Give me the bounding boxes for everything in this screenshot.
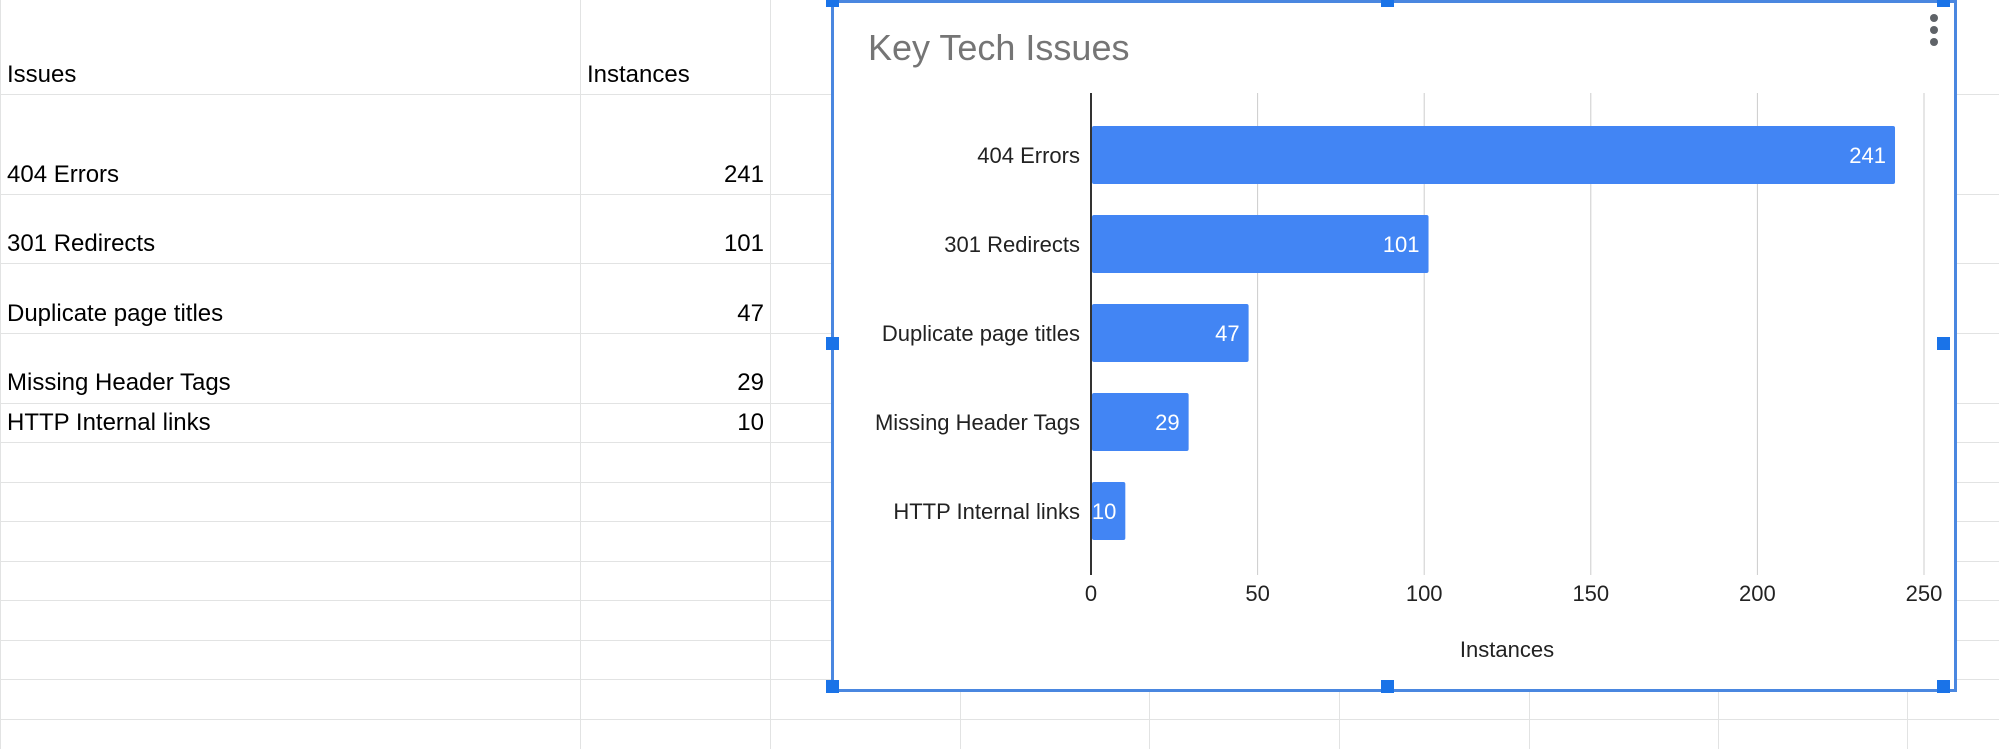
data-label: 10 bbox=[1092, 499, 1116, 524]
cell-count[interactable]: 47 bbox=[737, 300, 764, 327]
data-label: 101 bbox=[1383, 232, 1420, 257]
bar bbox=[1092, 482, 1126, 540]
category-label: HTTP Internal links bbox=[893, 499, 1080, 524]
bar bbox=[1092, 126, 1896, 184]
cell-count[interactable]: 241 bbox=[723, 161, 764, 188]
x-tick-label: 250 bbox=[1906, 581, 1943, 606]
header-cell-issues[interactable]: Issues bbox=[7, 61, 77, 88]
cell-issue[interactable]: 404 Errors bbox=[7, 161, 120, 188]
grid-line bbox=[580, 0, 581, 749]
header-cell-instances[interactable]: Instances bbox=[587, 61, 690, 88]
category-label: 301 Redirects bbox=[944, 232, 1080, 257]
resize-handle-bottom-right[interactable] bbox=[1937, 680, 1950, 693]
resize-handle-right[interactable] bbox=[1937, 337, 1950, 350]
data-label: 241 bbox=[1849, 143, 1886, 168]
cell-count[interactable]: 29 bbox=[737, 369, 764, 396]
x-tick-label: 200 bbox=[1739, 581, 1776, 606]
chart-title: Key Tech Issues bbox=[868, 27, 1130, 68]
more-vertical-icon[interactable] bbox=[1924, 13, 1944, 47]
cell-issue[interactable]: HTTP Internal links bbox=[7, 409, 211, 436]
resize-handle-left[interactable] bbox=[826, 337, 839, 350]
cell-count[interactable]: 101 bbox=[723, 230, 764, 257]
category-label: 404 Errors bbox=[977, 143, 1080, 168]
cell-issue[interactable]: 301 Redirects bbox=[7, 230, 156, 257]
resize-handle-bottom-left[interactable] bbox=[826, 680, 839, 693]
bar bbox=[1092, 304, 1249, 362]
resize-handle-bottom[interactable] bbox=[1381, 680, 1394, 693]
x-tick-label: 150 bbox=[1572, 581, 1609, 606]
resize-handle-top-left[interactable] bbox=[826, 0, 839, 7]
cell-issue[interactable]: Duplicate page titles bbox=[7, 300, 224, 327]
x-axis-title: Instances bbox=[1460, 637, 1554, 662]
chart-plot: 404 Errors 241 301 Redirects 101 Duplicate p… bbox=[875, 93, 1943, 662]
cell-count[interactable]: 10 bbox=[737, 409, 764, 436]
bar bbox=[1092, 215, 1429, 273]
x-tick-label: 100 bbox=[1406, 581, 1443, 606]
resize-handle-top-right[interactable] bbox=[1937, 0, 1950, 7]
bar bbox=[1092, 393, 1189, 451]
grid-line bbox=[770, 0, 771, 749]
cell-issue[interactable]: Missing Header Tags bbox=[7, 369, 231, 396]
x-tick-label: 50 bbox=[1245, 581, 1269, 606]
grid-line bbox=[0, 719, 1999, 720]
category-label: Missing Header Tags bbox=[875, 410, 1080, 435]
category-label: Duplicate page titles bbox=[882, 321, 1080, 346]
resize-handle-top[interactable] bbox=[1381, 0, 1394, 7]
data-label: 47 bbox=[1215, 321, 1239, 346]
x-tick-label: 0 bbox=[1085, 581, 1097, 606]
grid-line bbox=[0, 0, 1, 749]
data-label: 29 bbox=[1155, 410, 1179, 435]
chart-container[interactable]: Key Tech Issues 404 Errors 241 301 Redirec… bbox=[826, 0, 1957, 693]
